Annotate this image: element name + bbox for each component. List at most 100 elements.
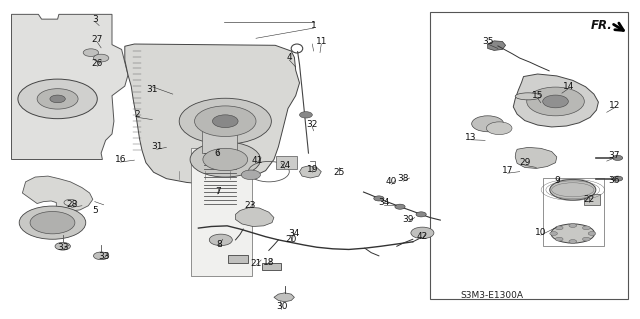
Circle shape <box>212 115 238 128</box>
Text: 6: 6 <box>215 149 220 158</box>
Ellipse shape <box>515 93 541 100</box>
Circle shape <box>588 232 596 235</box>
Circle shape <box>93 252 109 260</box>
Text: 33: 33 <box>57 243 68 252</box>
Text: 40: 40 <box>386 177 397 186</box>
Circle shape <box>374 196 384 201</box>
Text: 39: 39 <box>403 215 414 224</box>
Polygon shape <box>125 44 300 184</box>
Text: 1: 1 <box>311 21 316 30</box>
Bar <box>543 178 604 246</box>
Circle shape <box>582 226 590 230</box>
Circle shape <box>569 224 577 227</box>
Text: 5: 5 <box>92 206 97 215</box>
Circle shape <box>612 155 623 160</box>
Text: 31: 31 <box>151 142 163 151</box>
Bar <box>262 263 281 270</box>
Circle shape <box>472 116 504 132</box>
Ellipse shape <box>551 224 595 243</box>
Circle shape <box>556 226 563 230</box>
Text: 34: 34 <box>289 229 300 238</box>
Text: 7: 7 <box>215 187 220 196</box>
Circle shape <box>582 237 590 241</box>
Text: 15: 15 <box>532 91 543 100</box>
Text: 35: 35 <box>482 37 493 46</box>
Circle shape <box>55 242 70 250</box>
Circle shape <box>395 204 405 209</box>
Bar <box>202 129 237 153</box>
Circle shape <box>18 79 97 119</box>
Text: 24: 24 <box>279 161 291 170</box>
Text: 28: 28 <box>66 200 77 209</box>
Polygon shape <box>515 147 557 168</box>
Circle shape <box>209 234 232 246</box>
Circle shape <box>612 176 623 181</box>
Circle shape <box>190 142 260 177</box>
Circle shape <box>50 95 65 103</box>
Text: 32: 32 <box>307 120 318 129</box>
Circle shape <box>486 122 512 135</box>
Text: 22: 22 <box>583 195 595 204</box>
Circle shape <box>37 89 78 109</box>
Text: 26: 26 <box>92 59 103 68</box>
Text: 38: 38 <box>397 174 409 183</box>
Text: 4: 4 <box>287 53 292 62</box>
Text: 2: 2 <box>135 110 140 119</box>
Circle shape <box>93 54 109 62</box>
Circle shape <box>19 206 86 239</box>
Text: 14: 14 <box>563 82 574 91</box>
Circle shape <box>83 49 99 56</box>
Text: S3M3-E1300A: S3M3-E1300A <box>461 291 524 300</box>
Polygon shape <box>22 176 93 211</box>
Bar <box>191 148 252 276</box>
Text: 9: 9 <box>554 176 559 185</box>
Text: 36: 36 <box>609 176 620 185</box>
Text: 16: 16 <box>115 155 126 164</box>
Circle shape <box>527 87 584 116</box>
Text: 21: 21 <box>250 259 262 268</box>
Bar <box>228 255 248 263</box>
Circle shape <box>241 170 260 180</box>
Bar <box>584 194 600 205</box>
Polygon shape <box>12 14 128 160</box>
Circle shape <box>416 212 426 217</box>
Text: 8: 8 <box>216 240 221 249</box>
Bar <box>276 156 297 169</box>
Text: 23: 23 <box>244 201 255 210</box>
Text: 3: 3 <box>92 15 97 24</box>
Circle shape <box>543 95 568 108</box>
Text: 34: 34 <box>378 198 390 207</box>
Ellipse shape <box>550 179 596 200</box>
Text: 42: 42 <box>417 232 428 241</box>
Text: 33: 33 <box>98 252 109 261</box>
Text: 30: 30 <box>276 302 287 311</box>
Polygon shape <box>513 74 598 127</box>
Circle shape <box>203 148 248 171</box>
Circle shape <box>569 240 577 243</box>
Text: 12: 12 <box>609 101 620 110</box>
Text: 41: 41 <box>252 156 263 165</box>
Circle shape <box>550 232 557 235</box>
Text: 31: 31 <box>147 85 158 94</box>
Circle shape <box>556 237 563 241</box>
Polygon shape <box>300 166 321 178</box>
Polygon shape <box>236 207 274 226</box>
Text: 17: 17 <box>502 166 513 175</box>
Text: 18: 18 <box>263 258 275 267</box>
Text: 37: 37 <box>609 151 620 160</box>
Text: 29: 29 <box>519 158 531 167</box>
Text: 13: 13 <box>465 133 476 142</box>
Circle shape <box>30 211 75 234</box>
Text: 27: 27 <box>92 35 103 44</box>
Text: 10: 10 <box>535 228 547 237</box>
Text: 20: 20 <box>285 235 297 244</box>
Text: 11: 11 <box>316 37 327 46</box>
Text: 19: 19 <box>307 165 318 174</box>
Polygon shape <box>274 293 294 302</box>
Circle shape <box>179 98 271 144</box>
Circle shape <box>195 106 256 137</box>
Bar <box>430 12 628 299</box>
Text: 25: 25 <box>333 168 345 177</box>
Text: FR.: FR. <box>591 19 612 32</box>
Circle shape <box>411 227 434 239</box>
